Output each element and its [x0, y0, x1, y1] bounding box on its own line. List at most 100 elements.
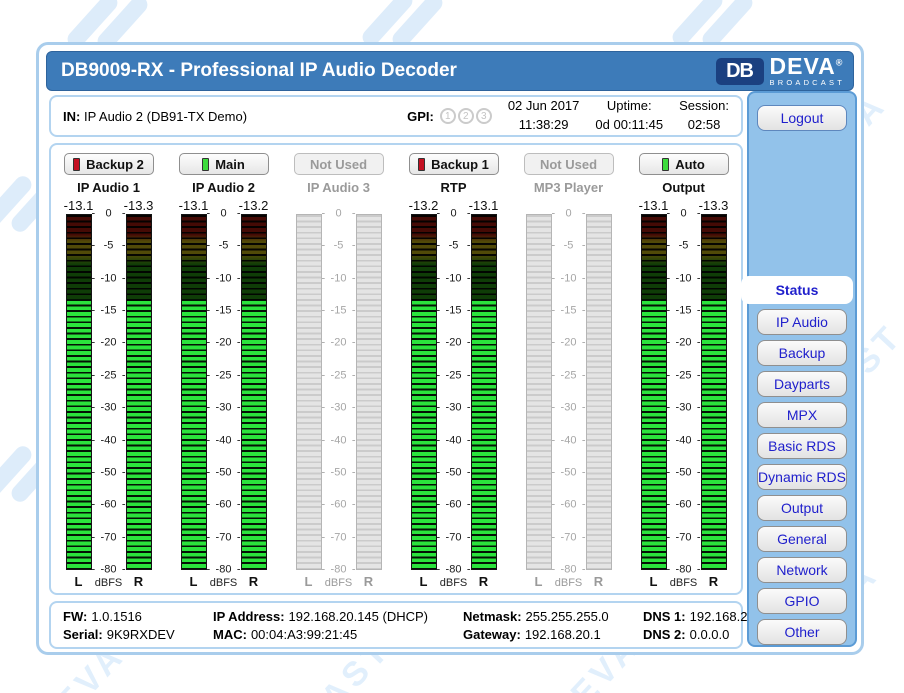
scale-tick: - -10-: [551, 272, 586, 285]
source-button-ip-audio-1[interactable]: Backup 2: [63, 153, 154, 175]
scale-tick: - -50-: [666, 466, 701, 479]
scale-tick: - -80-: [551, 563, 586, 576]
db-scale: -0- - -5- - -10- - -15- - -20- - -25- - -30- - -40- - -5…: [436, 208, 471, 575]
sidebar-item-mpx[interactable]: MPX: [757, 402, 847, 428]
dbfs-unit-label: dBFS: [669, 577, 698, 589]
dbfs-unit-label: dBFS: [554, 577, 583, 589]
left-meter-bar: [410, 214, 437, 570]
channel-name: IP Audio 2: [192, 180, 255, 195]
scale-tick: - -10-: [321, 272, 356, 285]
sidebar-item-other[interactable]: Other: [757, 619, 847, 645]
sidebar-item-gpio[interactable]: GPIO: [757, 588, 847, 614]
sidebar-item-basic-rds[interactable]: Basic RDS: [757, 433, 847, 459]
scale-tick: - -30-: [321, 401, 356, 414]
sidebar-item-general[interactable]: General: [757, 526, 847, 552]
dbfs-unit-label: dBFS: [439, 577, 468, 589]
left-channel-label: L: [534, 574, 543, 589]
right-channel-label: R: [593, 574, 604, 589]
info-label: Serial:: [63, 626, 103, 642]
info-label: Netmask:: [463, 608, 522, 624]
left-meter-bar: [65, 214, 92, 570]
scale-tick: -0-: [666, 207, 701, 220]
level-meter: -13.1 -13.3-0- - -5- - -10- - -15- - -20- - -25- - -3…: [64, 198, 154, 589]
sidebar-item-ip-audio[interactable]: IP Audio: [757, 309, 847, 335]
green-led-icon: [202, 157, 210, 171]
scale-tick: - -50-: [206, 466, 241, 479]
datetime: 02 Jun 2017 11:38:29: [508, 97, 580, 135]
scale-tick: - -30-: [551, 401, 586, 414]
logout-button[interactable]: Logout: [757, 105, 847, 131]
right-peak-value: -13.2: [238, 198, 269, 213]
scale-tick: - -70-: [436, 531, 471, 544]
scale-tick: - -60-: [551, 498, 586, 511]
scale-tick: - -60-: [321, 498, 356, 511]
sidebar-item-output[interactable]: Output: [757, 495, 847, 521]
scale-tick: - -25-: [666, 369, 701, 382]
scale-tick: - -15-: [206, 304, 241, 317]
sidebar-item-dayparts[interactable]: Dayparts: [757, 371, 847, 397]
scale-tick: - -40-: [436, 434, 471, 447]
scale-tick: - -5-: [321, 239, 356, 252]
dbfs-unit-label: dBFS: [94, 577, 123, 589]
info-value: 00:04:A3:99:21:45: [250, 626, 358, 642]
info-dns-2: DNS 2: 0.0.0.0: [639, 626, 770, 643]
left-peak-value: -13.1: [638, 198, 669, 213]
channel-name: RTP: [440, 180, 467, 195]
source-button-ip-audio-3[interactable]: Not Used: [293, 153, 384, 175]
page-title: DB9009-RX - Professional IP Audio Decode…: [61, 60, 457, 81]
green-led-icon: [662, 157, 670, 171]
dbfs-unit-label: dBFS: [209, 577, 238, 589]
date-value: 02 Jun 2017: [507, 98, 580, 114]
channel-name: IP Audio 1: [77, 180, 140, 195]
time-value: 11:38:29: [518, 117, 569, 132]
sidebar-nav: Status IP Audio Backup Dayparts MPX Basic RDS…: [741, 271, 855, 650]
current-input: IN: IP Audio 2 (DB91-TX Demo): [63, 109, 407, 124]
right-peak-value: -13.3: [698, 198, 729, 213]
sidebar-item-dynamic-rds[interactable]: Dynamic RDS: [757, 464, 847, 490]
scale-tick: -0-: [206, 207, 241, 220]
left-meter-bar: [295, 214, 322, 570]
scale-tick: - -50-: [551, 466, 586, 479]
scale-tick: - -30-: [91, 401, 126, 414]
scale-tick: - -15-: [436, 304, 471, 317]
info-label: IP Address:: [213, 608, 285, 624]
source-button-output[interactable]: Auto: [638, 153, 729, 175]
left-channel-label: L: [74, 574, 83, 589]
level-meter: -13.1 -13.3-0- - -5- - -10- - -15- - -20- - -25- - -3…: [638, 198, 729, 589]
sidebar-item-backup[interactable]: Backup: [757, 340, 847, 366]
left-meter-bar: [525, 214, 552, 570]
info-value: 1.0.1516: [91, 608, 142, 624]
scale-tick: - -25-: [91, 369, 126, 382]
scale-tick: - -15-: [666, 304, 701, 317]
info-value: 255.255.255.0: [525, 608, 609, 624]
sidebar-item-status[interactable]: Status: [741, 276, 853, 304]
meter-channel-output: Auto Output -13.1 -13.3-0- - -5- - -10- - -15- - -2…: [632, 153, 736, 593]
right-channel-label: R: [478, 574, 489, 589]
sidebar-item-network[interactable]: Network: [757, 557, 847, 583]
scale-tick: - -70-: [666, 531, 701, 544]
peak-values: -13.1 -13.3: [64, 198, 154, 214]
db-scale: -0- - -5- - -10- - -15- - -20- - -25- - -30- - -40- - -5…: [206, 208, 241, 575]
source-button-rtp[interactable]: Backup 1: [408, 153, 499, 175]
right-channel-label: R: [133, 574, 144, 589]
audio-meters-panel: Backup 2 IP Audio 1 -13.1 -13.3-0- - -5- - -10-…: [49, 143, 743, 595]
peak-values: -13.1 -13.2: [178, 198, 269, 214]
red-led-icon: [418, 157, 426, 171]
scale-tick: - -40-: [206, 434, 241, 447]
deva-brand-text: DEVA®: [769, 53, 844, 80]
scale-tick: - -5-: [551, 239, 586, 252]
gpi-indicator-3: 3: [475, 108, 492, 124]
channel-name: IP Audio 3: [307, 180, 370, 195]
info-label: DNS 2:: [643, 626, 686, 642]
left-peak-value: -13.1: [178, 198, 209, 213]
source-button-mp3-player[interactable]: Not Used: [523, 153, 614, 175]
dbfs-unit-label: dBFS: [324, 577, 353, 589]
uptime: Uptime: 0d 00:11:45: [595, 97, 663, 135]
right-channel-label: R: [363, 574, 374, 589]
scale-tick: - -30-: [206, 401, 241, 414]
scale-tick: - -60-: [206, 498, 241, 511]
source-button-ip-audio-2[interactable]: Main: [178, 153, 269, 175]
device-info-bar: FW: 1.0.1516 IP Address: 192.168.20.145 (DH…: [49, 601, 766, 649]
